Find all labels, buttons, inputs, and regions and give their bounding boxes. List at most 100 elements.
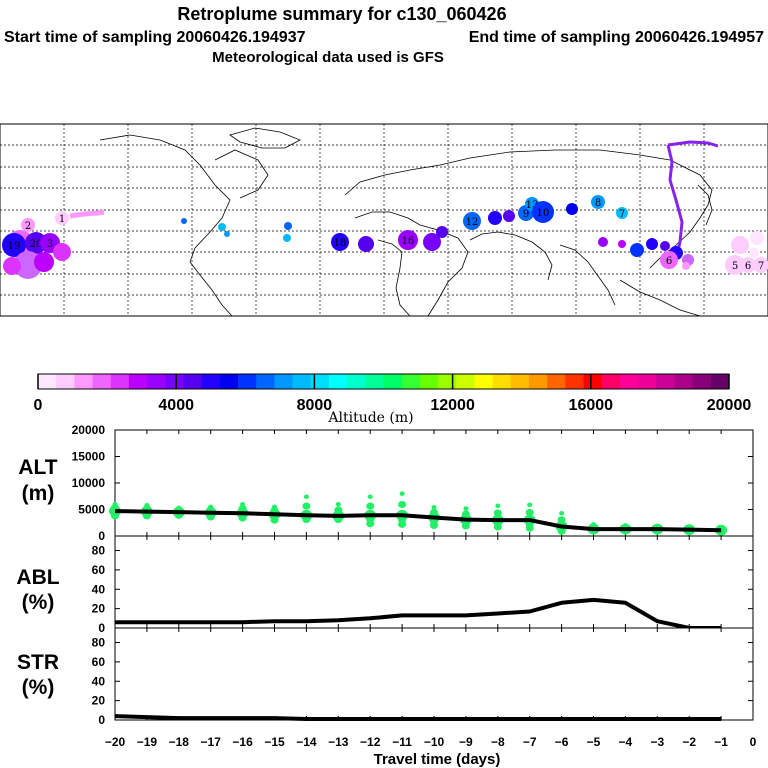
x-tick-label: −19 (137, 735, 158, 749)
y-tick-label: 80 (92, 636, 106, 650)
series-line (114, 714, 722, 721)
alt-spread-dot (398, 520, 407, 528)
colorbar-swatch (110, 374, 130, 389)
y-tick-label: 60 (92, 655, 106, 669)
colorbar-swatch (365, 374, 384, 389)
colorbar-tick-label: 4000 (158, 397, 194, 414)
met-data-label: Meteorological data used is GFS (212, 49, 444, 66)
alt-panel-label: ALT (18, 456, 57, 479)
colorbar-swatch (528, 374, 548, 389)
y-tick-label: 60 (92, 563, 106, 577)
plume-day-label: 6 (745, 261, 751, 272)
plume-dot (284, 222, 292, 230)
x-tick-label: −7 (523, 735, 537, 749)
plume-dot (488, 211, 502, 225)
str-panel-unit: (%) (22, 676, 55, 699)
colorbar-tick-label: 20000 (707, 397, 752, 414)
altitude-colorbar (37, 373, 730, 390)
plume-path-purple (666, 140, 719, 259)
colorbar-swatch (147, 374, 166, 389)
x-axis: −20 −19 −18 −17 −16 −15 −14 −13 −12 −11 −10 −9 −8 −7−… (105, 735, 757, 749)
series-line (114, 509, 722, 533)
start-time-label: Start time of sampling 20060426.194937 (4, 29, 306, 46)
abl-panel-unit: (%) (22, 591, 55, 614)
plume-dot (358, 236, 374, 252)
plume-day-label: 19 (8, 241, 21, 252)
x-tick-label: −17 (201, 735, 222, 749)
colorbar-swatch (292, 374, 312, 389)
plume-day-label: 7 (758, 261, 764, 272)
colorbar-swatch (438, 374, 457, 389)
plume-dot (53, 243, 71, 261)
colorbar-swatch (565, 374, 584, 389)
colorbar-swatch (183, 374, 203, 389)
x-tick-label: −16 (232, 735, 253, 749)
colorbar-swatch (656, 374, 675, 389)
plume-dot (660, 251, 678, 269)
colorbar-swatch (419, 374, 439, 389)
colorbar-swatch (510, 374, 530, 389)
plume-dot (181, 218, 187, 224)
alt-mean-series (114, 509, 722, 533)
str-series (114, 714, 722, 721)
x-tick-label: −11 (392, 735, 412, 749)
x-tick-label: −9 (459, 735, 473, 749)
coastlines (99, 127, 713, 317)
plume-dot (463, 212, 481, 230)
plume-day-label: 8 (595, 198, 601, 209)
colorbar-swatch (274, 374, 293, 389)
x-tick-label: −3 (650, 735, 664, 749)
plume-dot (740, 257, 756, 273)
figure-title: Retroplume summary for c130_060426 (177, 4, 506, 24)
y-tick-label: 0 (98, 529, 105, 543)
y-tick-label: 80 (92, 544, 106, 558)
x-tick-label: 0 (750, 735, 757, 749)
plume-dot (660, 241, 670, 251)
plume-dot (398, 230, 418, 250)
plume-dot (55, 211, 69, 225)
colorbar-swatch (674, 374, 694, 389)
alt-spread-dot (367, 494, 373, 500)
colorbar-swatch (492, 374, 512, 389)
y-tick-label: 40 (92, 674, 106, 688)
x-tick-label: −18 (169, 735, 190, 749)
plume-day-label: 7 (619, 209, 625, 220)
y-tick-label: 0 (98, 621, 105, 635)
y-tick-label: 0 (98, 713, 105, 727)
y-tick-label: 15000 (72, 450, 106, 464)
plume-dot (749, 248, 759, 258)
colorbar-tick-label: 0 (34, 397, 43, 414)
series-line (115, 597, 722, 630)
alt-panel: ALT (m) 20000 15000 10000 5000 0 (18, 423, 754, 543)
colorbar-swatch (547, 374, 566, 389)
alt-spread-dot (431, 505, 437, 510)
plume-dot (331, 233, 349, 251)
alt-spread-dot (495, 503, 501, 509)
plume-day-label: 10 (537, 208, 550, 219)
plume-dot (2, 233, 26, 257)
alt-spread-dot (366, 502, 375, 510)
alt-panel-unit: (m) (22, 482, 55, 505)
colorbar-label: Altitude (m) (327, 410, 413, 426)
plume-day-label: 3 (47, 239, 53, 250)
colorbar-swatch (256, 374, 275, 389)
plume-dot (616, 207, 628, 219)
y-tick-label: 20000 (72, 423, 106, 437)
plume-day-label: 13 (526, 200, 539, 211)
colorbar-swatch (347, 374, 366, 389)
x-tick-label: −2 (682, 735, 696, 749)
y-tick-label: 20 (92, 694, 106, 708)
plume-dot (3, 257, 21, 275)
alt-spread-dot (302, 502, 311, 510)
x-tick-label: −12 (360, 735, 381, 749)
plume-day-label: 1 (59, 214, 65, 225)
x-tick-label: −1 (714, 735, 728, 749)
colorbar-tick-label: 8000 (297, 397, 333, 414)
plume-dot (423, 233, 441, 251)
plume-dot (566, 203, 578, 215)
colorbar-swatch (56, 374, 75, 389)
plume-day-label: 2 (25, 221, 31, 232)
